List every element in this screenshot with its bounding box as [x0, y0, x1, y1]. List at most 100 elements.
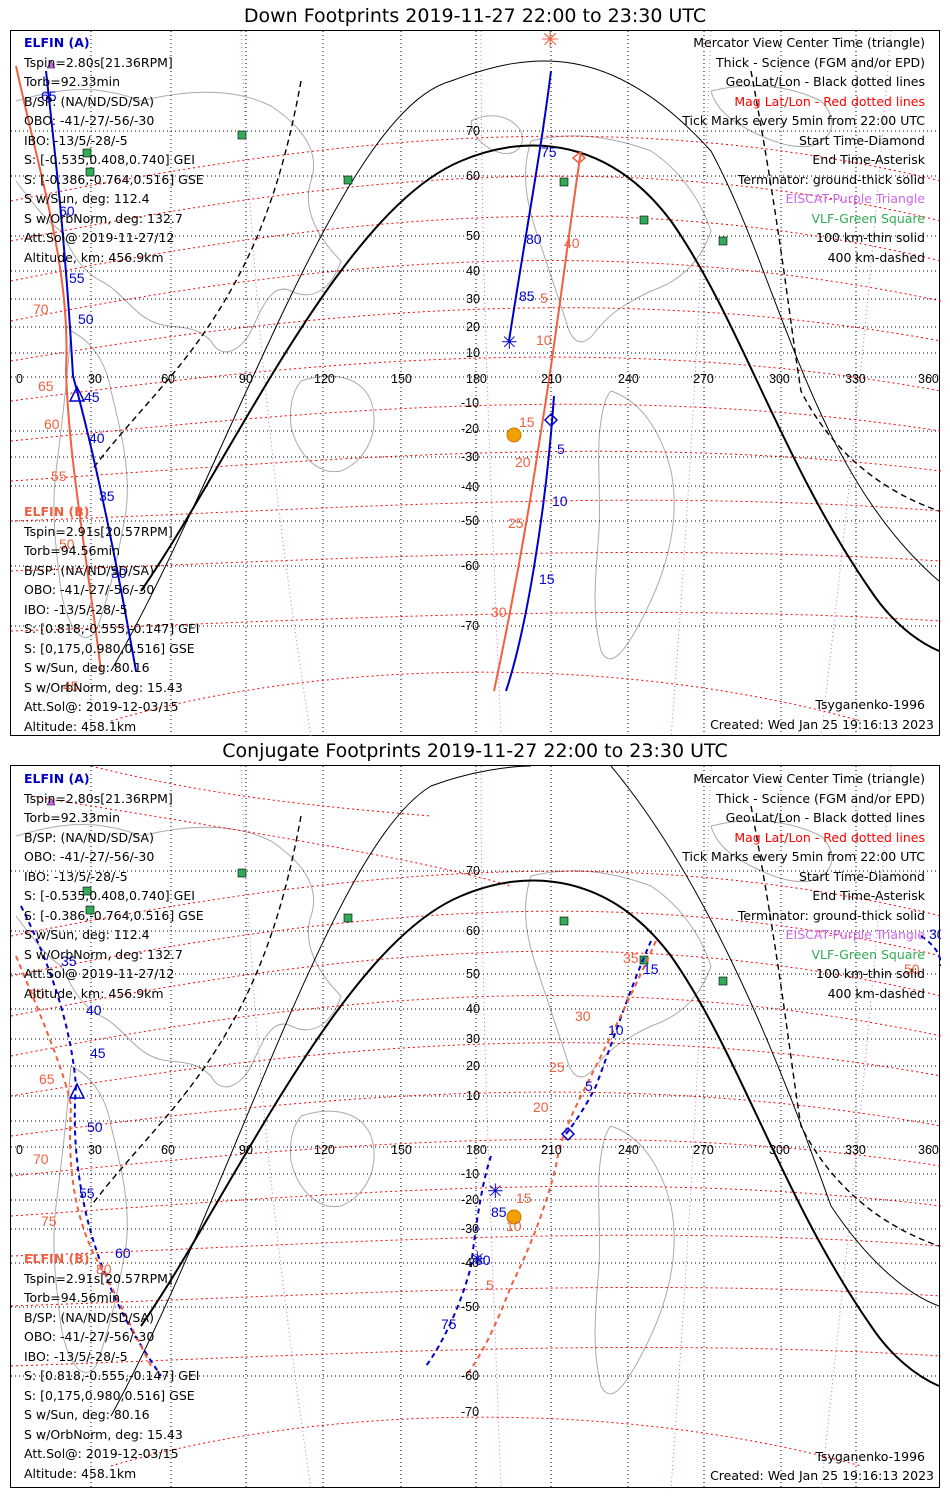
- legend: Mercator View Center Time (triangle) Thi…: [682, 33, 925, 267]
- lat-label: -70: [461, 619, 479, 633]
- eiscat-triangle: [46, 797, 56, 806]
- lon-label: 270: [693, 372, 714, 386]
- lat-label: 20: [466, 1059, 480, 1073]
- lat-label: -60: [461, 1369, 479, 1383]
- asterisk-end-b: ✳: [469, 1247, 486, 1271]
- lon-label: 0: [16, 372, 23, 386]
- elfin-b-ticks: 60 65 70 75 80 5 10 15 20 25 30 35 50: [29, 950, 920, 1293]
- lat-label: 40: [466, 1002, 480, 1016]
- center-triangle-a: [68, 1082, 86, 1099]
- terminator-100km: [110, 60, 940, 672]
- lon-label: 300: [769, 1143, 790, 1157]
- legend-line: 400 km-dashed: [827, 249, 925, 265]
- mag-lon-grid: [240, 31, 892, 737]
- info-line: S w/Sun, deg: 80.16: [24, 660, 150, 675]
- legend-line: Mag Lat/Lon - Red dotted lines: [734, 829, 925, 845]
- lat-label: -40: [461, 480, 479, 494]
- lat-label: 20: [466, 320, 480, 334]
- geo-grid: [11, 766, 941, 1489]
- model-label: Tsyganenko-1996: [815, 697, 925, 712]
- info-line: S w/OrbNorm, deg: 132.7: [24, 946, 183, 962]
- legend-line: Mercator View Center Time (triangle): [693, 771, 925, 786]
- lat-label: 60: [466, 924, 480, 938]
- info-line: OBO: -41/-27/-56/-30: [24, 849, 155, 864]
- lat-label: 50: [466, 967, 480, 981]
- b-tick: 25: [508, 515, 524, 531]
- legend-line: Thick - Science (FGM and/or EPD): [716, 54, 925, 70]
- legend-line: Mercator View Center Time (triangle): [693, 35, 925, 50]
- terminator-ground: [140, 879, 940, 1387]
- info-line: OBO: -41/-27/-56/-30: [24, 582, 155, 597]
- info-line: Torb=94.56min: [24, 1290, 121, 1305]
- b-tick: 35: [623, 950, 639, 966]
- lat-labels: 70 60 50 40 30 20 10 -10 -20 -30 -40 -50…: [461, 124, 480, 633]
- lon-label: 90: [239, 372, 253, 386]
- lon-label: 30: [88, 372, 102, 386]
- a-tick: 35: [99, 488, 115, 504]
- legend-line: VLF-Green Square: [811, 210, 925, 226]
- b-tick: 15: [516, 1190, 532, 1206]
- lat-label: 10: [466, 346, 480, 360]
- terminator-400km-right: [750, 805, 940, 1247]
- a-tick: 65: [41, 88, 57, 104]
- lon-label: 330: [845, 1143, 866, 1157]
- info-line: B/SP: (NA/ND/SD/SA): [24, 1309, 154, 1325]
- lon-label: 120: [314, 1143, 335, 1157]
- elfin-b-info: ELFIN (B) Tspin=2.91s[20.57RPM] Torb=94.…: [24, 502, 199, 736]
- lat-label: -50: [461, 1300, 479, 1314]
- elfin-a-name: ELFIN (A): [24, 771, 90, 786]
- asterisk-end-a: ✳: [487, 1179, 504, 1203]
- lat-label: 50: [466, 229, 480, 243]
- a-tick: 55: [69, 270, 85, 286]
- center-triangle-a: [68, 385, 86, 402]
- lat-label: -70: [461, 1405, 479, 1419]
- elfin-b-ticks: 70 65 60 55 50 45 40 5 10 15 20 25 30: [33, 235, 580, 694]
- lat-label: 40: [466, 264, 480, 278]
- info-line: Tspin=2.91s[20.57RPM]: [24, 1270, 173, 1286]
- legend-line: Start Time-Diamond: [798, 132, 925, 148]
- b-tick: 75: [41, 1213, 57, 1229]
- legend-line: Geo Lat/Lon - Black dotted lines: [725, 74, 925, 89]
- elfin-a-track: [20, 905, 941, 1377]
- terminator-100km-right: [610, 766, 940, 1307]
- a-tick: 10: [608, 1022, 624, 1038]
- a-tick: 55: [79, 1185, 95, 1201]
- legend-line: Geo Lat/Lon - Black dotted lines: [725, 810, 925, 825]
- info-line: S w/Sun, deg: 112.4: [24, 191, 150, 206]
- elfin-a-ticks: 65 60 55 50 45 40 35 30 75 80 85 5 10 15: [41, 88, 568, 587]
- lon-label: 330: [845, 372, 866, 386]
- vlf-stations: [82, 868, 728, 986]
- info-line: S w/Sun, deg: 112.4: [24, 927, 150, 942]
- lat-label: -40: [461, 1256, 479, 1270]
- lat-label: -30: [461, 1222, 479, 1236]
- legend-line: 100 km-thin solid: [816, 230, 925, 245]
- legend-line: Mag Lat/Lon - Red dotted lines: [734, 93, 925, 109]
- info-line: B/SP: (NA/ND/SD/SA): [24, 562, 154, 578]
- a-tick: 30: [111, 565, 127, 581]
- a-tick: 5: [557, 441, 565, 457]
- a-tick: 10: [552, 493, 568, 509]
- info-line: OBO: -41/-27/-56/-30: [24, 113, 155, 128]
- info-line: IBO: -13/5/-28/-5: [24, 132, 128, 148]
- b-tick: 40: [564, 235, 580, 251]
- lat-label: -20: [461, 422, 479, 436]
- a-tick: 45: [90, 1045, 106, 1061]
- b-tick: 50: [904, 961, 920, 977]
- a-tick: 75: [441, 1316, 457, 1332]
- legend-line: VLF-Green Square: [811, 946, 925, 962]
- lon-label: 150: [391, 372, 412, 386]
- info-line: Tspin=2.80s[21.36RPM]: [24, 54, 173, 70]
- info-line: S w/Sun, deg: 80.16: [24, 1407, 150, 1422]
- info-line: Att.Sol@: 2019-12-03/15: [24, 699, 179, 714]
- lon-label: 210: [541, 372, 562, 386]
- info-line: B/SP: (NA/ND/SD/SA): [24, 829, 154, 845]
- a-tick: 30: [929, 926, 941, 942]
- lat-label: 10: [466, 1089, 480, 1103]
- elfin-a-ticks: 35 40 45 50 55 60 75 80 85 5 10 15 30: [61, 926, 941, 1332]
- legend-line: EISCAT-Purple Triangle: [785, 927, 925, 942]
- info-line: Altitude: 458.1km: [24, 1465, 137, 1481]
- elfin-b-track: [15, 65, 582, 692]
- b-tick: 50: [59, 536, 75, 552]
- info-line: B/SP: (NA/ND/SD/SA): [24, 93, 154, 109]
- lat-label: -50: [461, 514, 479, 528]
